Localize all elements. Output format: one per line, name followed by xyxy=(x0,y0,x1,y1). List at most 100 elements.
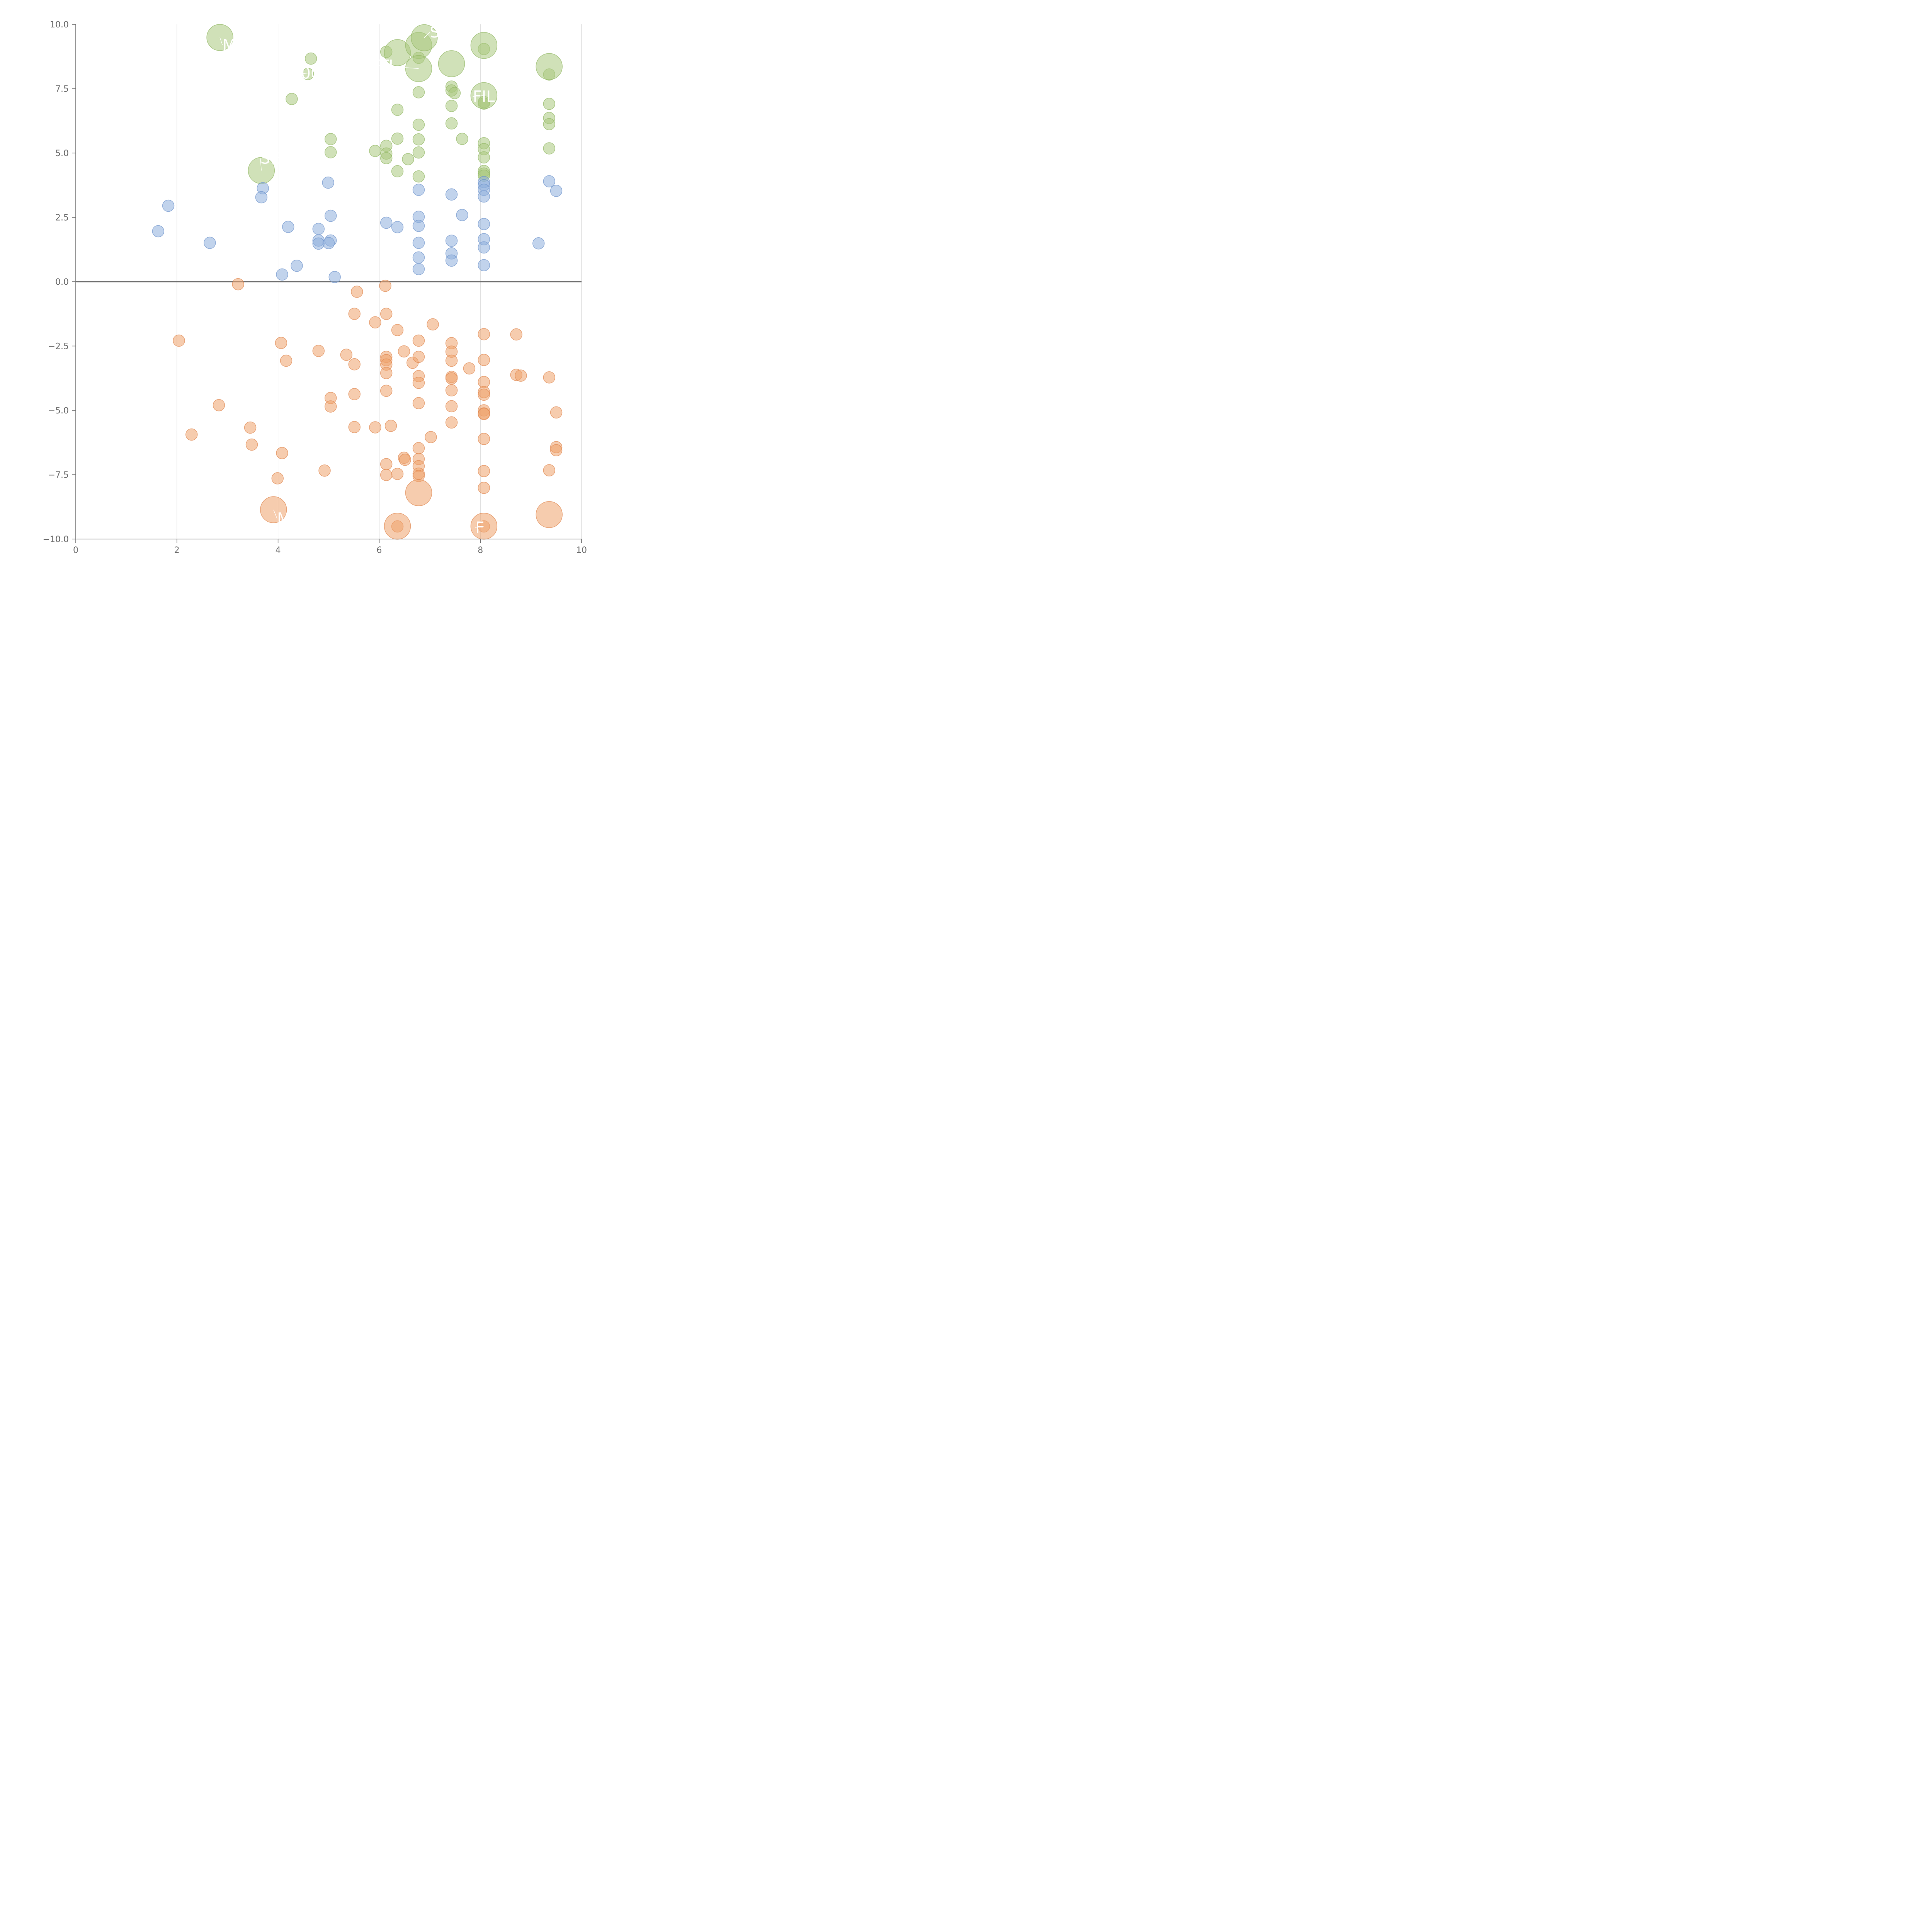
data-point xyxy=(445,372,458,385)
data-point xyxy=(380,469,393,481)
data-point xyxy=(232,278,244,291)
x-tick-label: 4 xyxy=(276,546,281,555)
data-point xyxy=(445,117,458,130)
label-leader-line xyxy=(273,509,277,519)
label-leader-line xyxy=(260,158,262,171)
data-point xyxy=(324,146,337,158)
data-point xyxy=(445,188,458,201)
data-point-large xyxy=(470,32,498,59)
data-point xyxy=(324,209,337,222)
label-leader-line xyxy=(475,526,484,528)
data-point xyxy=(245,438,258,451)
data-point-large xyxy=(536,501,563,528)
data-point xyxy=(286,93,298,105)
data-point xyxy=(412,263,425,276)
data-point xyxy=(412,219,425,232)
data-point xyxy=(412,146,425,159)
data-point xyxy=(478,354,490,366)
data-point xyxy=(478,408,490,420)
data-point xyxy=(478,190,490,203)
data-point xyxy=(398,345,410,358)
data-points xyxy=(152,24,563,540)
point-label: TL xyxy=(379,57,397,75)
data-point xyxy=(291,259,303,272)
point-label: F xyxy=(475,519,484,537)
data-point-large xyxy=(405,479,432,506)
point-label: SE xyxy=(260,150,280,167)
series-blue xyxy=(152,175,563,283)
data-point xyxy=(412,376,425,389)
data-point xyxy=(445,254,458,267)
data-point xyxy=(271,472,284,485)
data-point xyxy=(379,279,391,292)
data-point xyxy=(324,400,337,413)
data-point xyxy=(543,118,555,131)
data-point xyxy=(348,308,361,320)
label-leader-line xyxy=(424,32,430,38)
data-point xyxy=(463,362,476,375)
data-point xyxy=(456,133,468,145)
data-point xyxy=(152,225,165,238)
point-label: M xyxy=(277,510,291,528)
data-point xyxy=(543,98,555,110)
y-tick-label: −5.0 xyxy=(48,406,69,416)
data-point xyxy=(478,481,490,494)
data-point xyxy=(550,185,563,197)
point-label: M xyxy=(223,36,236,54)
data-point xyxy=(445,416,458,429)
data-point xyxy=(412,86,425,99)
data-point-large xyxy=(384,512,411,540)
series-green xyxy=(206,24,563,184)
data-point xyxy=(322,176,334,189)
data-point xyxy=(412,251,425,264)
data-point xyxy=(391,165,404,178)
data-point xyxy=(173,334,185,347)
data-point xyxy=(448,87,461,99)
data-point xyxy=(304,52,317,65)
data-point xyxy=(280,354,293,367)
x-tick-label: 6 xyxy=(376,546,382,555)
data-point xyxy=(412,397,425,410)
data-point xyxy=(324,133,337,145)
data-point xyxy=(391,221,404,233)
y-tick-label: 7.5 xyxy=(55,85,69,94)
data-point xyxy=(318,464,331,477)
data-point xyxy=(162,199,175,212)
data-point xyxy=(312,223,325,235)
data-point xyxy=(204,236,216,249)
y-tick-label: 5.0 xyxy=(55,149,69,158)
data-point xyxy=(380,384,393,397)
data-point xyxy=(244,421,257,434)
data-point xyxy=(276,447,288,459)
data-point xyxy=(412,442,425,454)
data-point xyxy=(510,328,522,341)
data-point xyxy=(369,421,381,434)
data-point xyxy=(445,354,458,367)
data-point xyxy=(478,465,490,477)
data-point xyxy=(391,468,404,480)
data-point xyxy=(445,235,458,247)
data-point xyxy=(340,349,353,361)
data-point xyxy=(412,118,425,131)
data-point xyxy=(543,464,555,476)
data-point xyxy=(275,337,287,349)
data-point xyxy=(213,399,225,412)
data-point xyxy=(402,153,414,165)
x-tick-label: 10 xyxy=(576,546,587,555)
data-point xyxy=(380,216,393,229)
data-point xyxy=(348,421,361,434)
data-point xyxy=(399,454,411,466)
data-point xyxy=(550,406,563,419)
data-point xyxy=(380,152,393,165)
data-point xyxy=(543,142,555,155)
axes: −10.0 −7.5 −5.0 −2.5 0.0 2.5 5.0 7.5 10.0 0 2 4 6 8 10 xyxy=(43,20,587,555)
data-point xyxy=(391,132,404,145)
data-point xyxy=(478,218,490,230)
data-point xyxy=(412,170,425,183)
data-point xyxy=(445,100,458,112)
x-tick-label: 2 xyxy=(174,546,180,555)
data-point xyxy=(550,444,563,456)
data-point-large xyxy=(438,50,465,77)
label-leader-line xyxy=(301,73,308,75)
data-point xyxy=(412,350,425,363)
